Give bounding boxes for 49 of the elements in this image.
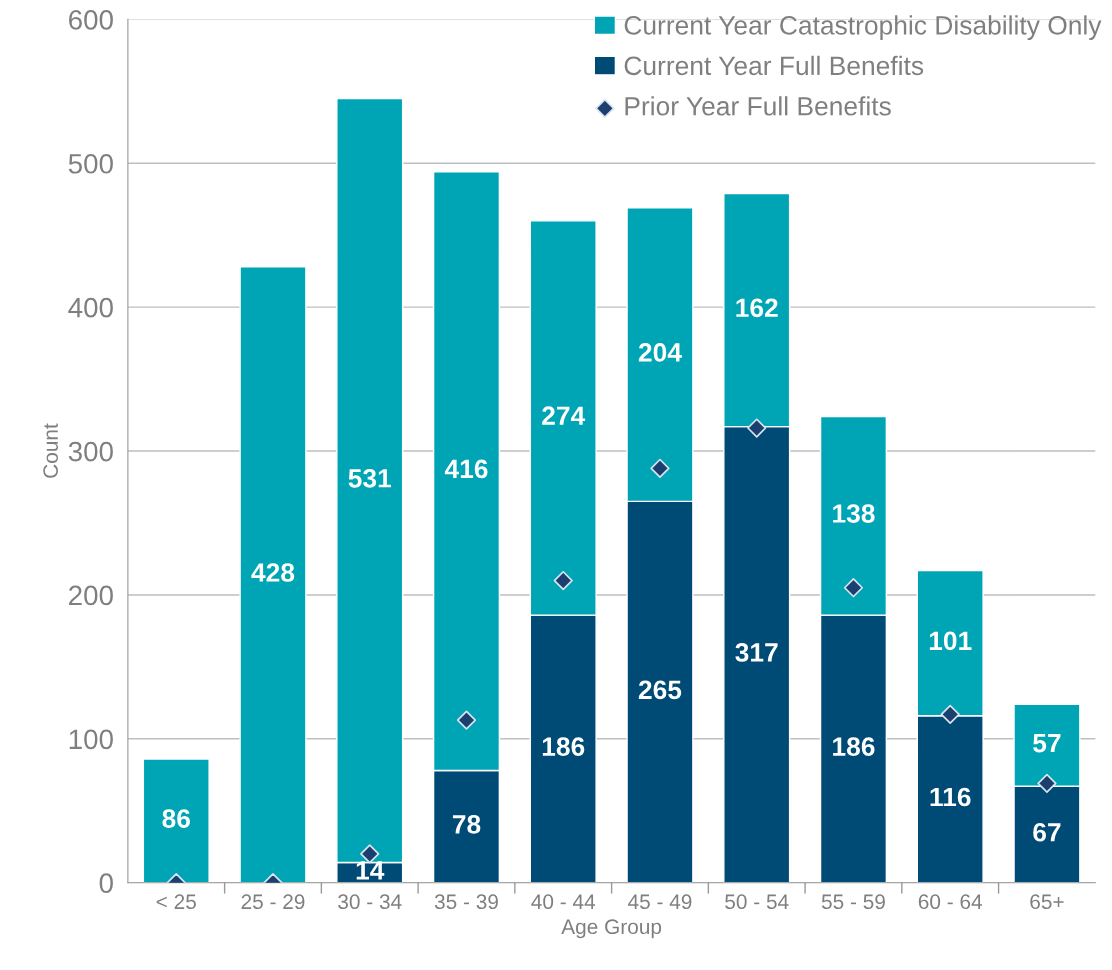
x-tick-label: 45 - 49 <box>628 894 692 910</box>
legend-label: Current Year Catastrophic Disability Only <box>624 15 1102 40</box>
y-tick-label: 500 <box>68 153 113 174</box>
data-label: 86 <box>162 809 190 828</box>
data-label: 265 <box>638 680 682 700</box>
data-label: 67 <box>1033 822 1061 842</box>
data-label: 162 <box>736 298 778 318</box>
x-axis-title: Age Group <box>561 919 662 939</box>
x-tick-label: < 25 <box>156 894 196 910</box>
data-label: 14 <box>356 861 385 880</box>
y-tick-label: 200 <box>69 585 113 606</box>
x-tick-label: 60 - 64 <box>918 894 983 910</box>
x-tick-label: 40 - 44 <box>531 894 596 910</box>
y-tick-label: 400 <box>68 297 113 318</box>
y-axis-title: Count <box>43 423 58 478</box>
point <box>1037 773 1057 794</box>
x-tick-label: 30 - 34 <box>338 894 402 910</box>
point <box>456 710 477 730</box>
point <box>940 704 960 724</box>
data-label: 317 <box>735 643 778 662</box>
data-label: 101 <box>929 631 972 651</box>
data-label: 186 <box>833 737 875 756</box>
legend-label: Prior Year Full Benefits <box>625 96 891 116</box>
data-label: 138 <box>833 504 875 523</box>
y-tick-label: 300 <box>68 441 113 462</box>
y-tick-label: 100 <box>69 729 113 750</box>
x-tick-label: 35 - 39 <box>434 894 498 910</box>
data-label: 274 <box>542 406 586 425</box>
point <box>650 458 670 478</box>
bar <box>142 758 210 883</box>
data-label: 78 <box>452 814 481 834</box>
data-label: 428 <box>251 563 295 582</box>
legend-label: Current Year Full Benefits <box>624 55 924 76</box>
data-label: 116 <box>930 787 971 807</box>
data-label: 531 <box>348 468 392 488</box>
x-tick-label: 55 - 59 <box>821 894 885 910</box>
x-tick-label: 50 - 54 <box>725 894 789 910</box>
x-tick-label: 65+ <box>1030 894 1064 910</box>
point <box>843 578 864 598</box>
y-tick-label: 600 <box>69 10 113 30</box>
data-label: 416 <box>444 459 488 479</box>
bar <box>239 266 307 883</box>
x-tick-label: 25 - 29 <box>241 894 305 910</box>
y-tick-label: 0 <box>99 873 113 894</box>
data-label: 57 <box>1033 733 1061 753</box>
data-label: 204 <box>638 343 682 362</box>
point <box>553 570 573 591</box>
point <box>747 418 767 438</box>
data-label: 186 <box>542 737 585 756</box>
